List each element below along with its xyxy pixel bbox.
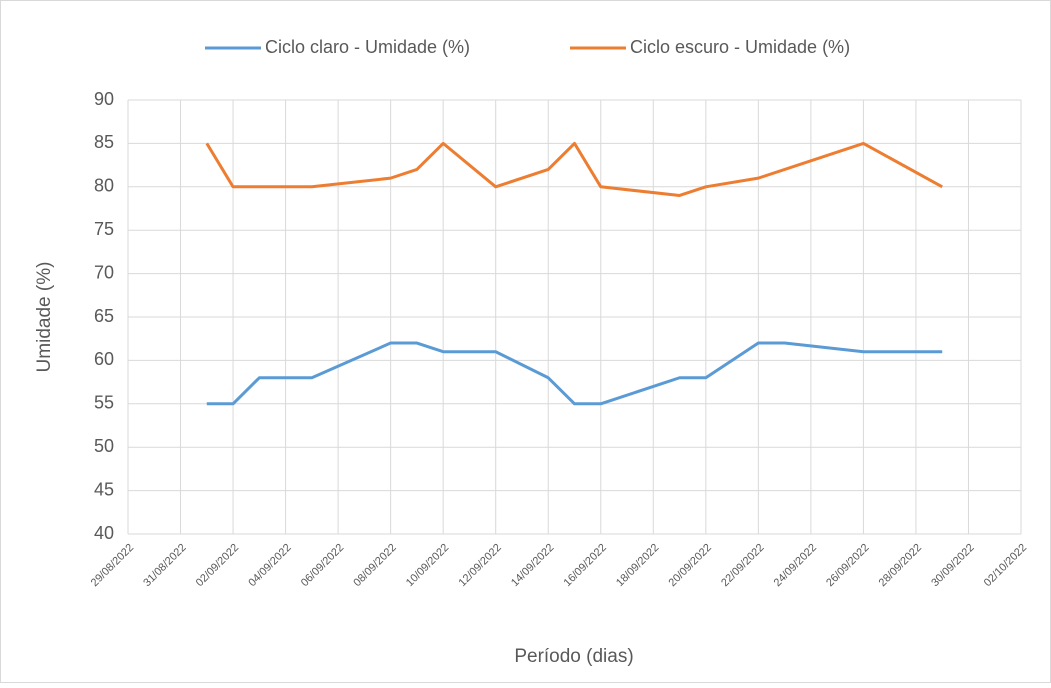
data-line [205, 141, 943, 197]
legend-label: Ciclo claro - Umidade (%) [265, 37, 470, 57]
y-axis-title: Umidade (%) [34, 262, 55, 373]
y-tick-label: 90 [94, 89, 114, 109]
y-tick-label: 50 [94, 436, 114, 456]
y-tick-label: 75 [94, 219, 114, 239]
y-tick-label: 55 [94, 393, 114, 413]
y-tick-label: 45 [94, 479, 114, 499]
y-tick-label: 40 [94, 523, 114, 543]
y-tick-label: 80 [94, 176, 114, 196]
y-tick-label: 60 [94, 349, 114, 369]
y-tick-label: 70 [94, 262, 114, 282]
data-line [206, 341, 943, 406]
x-axis-title: Período (dias) [514, 646, 633, 667]
y-tick-label: 65 [94, 306, 114, 326]
legend-label: Ciclo escuro - Umidade (%) [630, 37, 850, 57]
y-tick-label: 85 [94, 132, 114, 152]
